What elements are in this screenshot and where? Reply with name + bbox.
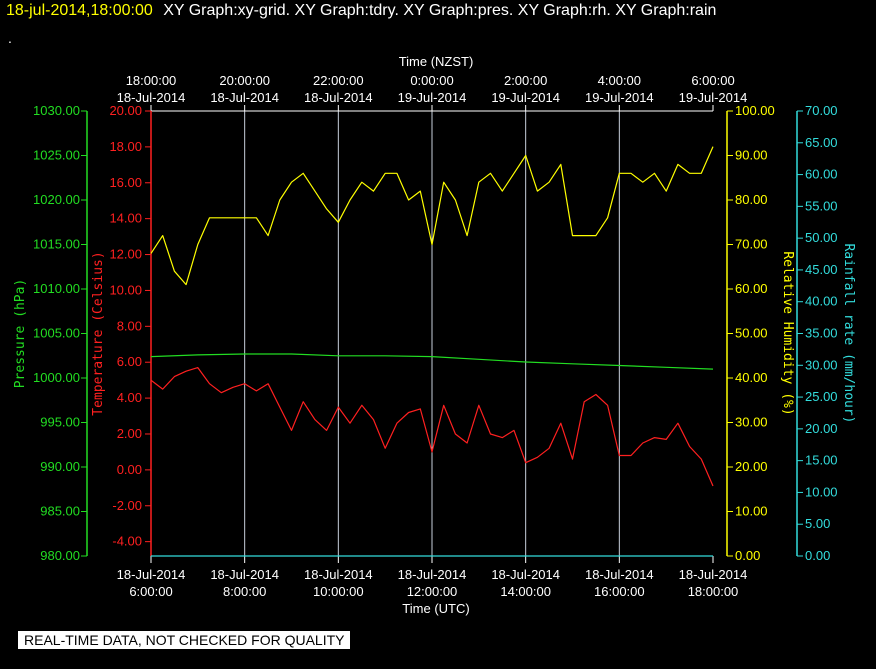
pressure-axis-tick-label: 1000.00 <box>33 370 80 385</box>
humidity-axis-tick-label: 0.00 <box>735 548 760 563</box>
rain-axis-tick-label: 30.00 <box>805 357 838 372</box>
bottom-axis-tick-date: 18-Jul-2014 <box>398 567 467 582</box>
temperature-axis-tick-label: 0.00 <box>117 462 142 477</box>
rain-axis-tick-label: 55.00 <box>805 198 838 213</box>
bottom-axis-label: Time (UTC) <box>402 601 469 616</box>
bottom-axis-tick-time: 18:00:00 <box>688 584 739 599</box>
pressure-axis-tick-label: 1020.00 <box>33 192 80 207</box>
pressure-axis-title: Pressure (hPa) <box>13 279 28 389</box>
pressure-axis-tick-label: 1030.00 <box>33 103 80 118</box>
temperature-axis-tick-label: 2.00 <box>117 426 142 441</box>
humidity-axis-tick-label: 90.00 <box>735 148 768 163</box>
bottom-axis-tick-date: 18-Jul-2014 <box>491 567 560 582</box>
series-temperature-line <box>150 367 714 487</box>
bottom-axis-tick-time: 6:00:00 <box>129 584 172 599</box>
top-axis-tick-time: 4:00:00 <box>598 73 641 88</box>
humidity-axis-tick-label: 70.00 <box>735 237 768 252</box>
temperature-axis-tick-label: 8.00 <box>117 318 142 333</box>
pressure-axis-tick-label: 990.00 <box>40 459 80 474</box>
bottom-axis-tick-date: 18-Jul-2014 <box>585 567 654 582</box>
rain-axis-tick-label: 0.00 <box>805 548 830 563</box>
temperature-axis-tick-label: 4.00 <box>117 390 142 405</box>
humidity-axis-tick-label: 10.00 <box>735 504 768 519</box>
rain-axis-tick-label: 50.00 <box>805 230 838 245</box>
temperature-axis-tick-label: 20.00 <box>109 103 142 118</box>
rain-axis-title: Rainfall rate (mm/hour) <box>841 243 856 423</box>
rain-axis-tick-label: 65.00 <box>805 135 838 150</box>
rain-axis-tick-label: 10.00 <box>805 484 838 499</box>
humidity-axis-tick-label: 60.00 <box>735 281 768 296</box>
rain-axis-tick-label: 5.00 <box>805 516 830 531</box>
top-axis-tick-date: 18-Jul-2014 <box>117 90 186 105</box>
humidity-axis-tick-label: 40.00 <box>735 370 768 385</box>
rain-axis-tick-label: 40.00 <box>805 294 838 309</box>
humidity-axis-tick-label: 50.00 <box>735 326 768 341</box>
pressure-axis-tick-label: 1010.00 <box>33 281 80 296</box>
temperature-axis-tick-label: -4.00 <box>112 534 142 549</box>
pressure-axis-tick-label: 1005.00 <box>33 326 80 341</box>
temperature-axis-tick-label: 6.00 <box>117 354 142 369</box>
humidity-axis-tick-label: 100.00 <box>735 103 775 118</box>
temperature-axis-tick-label: 12.00 <box>109 247 142 262</box>
rain-axis-tick-label: 60.00 <box>805 167 838 182</box>
top-axis-tick-time: 22:00:00 <box>313 73 364 88</box>
rain-axis-tick-label: 20.00 <box>805 421 838 436</box>
humidity-axis-tick-label: 20.00 <box>735 459 768 474</box>
top-axis-tick-date: 18-Jul-2014 <box>210 90 279 105</box>
rain-axis-tick-label: 15.00 <box>805 453 838 468</box>
temperature-axis-tick-label: -2.00 <box>112 498 142 513</box>
header-date-time: 18-jul-2014,18:00:00 <box>6 2 153 19</box>
bottom-axis-tick-time: 8:00:00 <box>223 584 266 599</box>
temperature-axis-tick-label: 16.00 <box>109 175 142 190</box>
top-axis-tick-date: 19-Jul-2014 <box>491 90 560 105</box>
bottom-axis-tick-time: 14:00:00 <box>500 584 551 599</box>
top-axis-tick-time: 20:00:00 <box>219 73 270 88</box>
bottom-axis-tick-date: 18-Jul-2014 <box>210 567 279 582</box>
pressure-axis-tick-label: 985.00 <box>40 504 80 519</box>
temperature-axis-tick-label: 18.00 <box>109 139 142 154</box>
humidity-axis-tick-label: 80.00 <box>735 192 768 207</box>
series-humidity-line <box>150 146 714 286</box>
top-axis-tick-time: 18:00:00 <box>126 73 177 88</box>
rain-axis-tick-label: 45.00 <box>805 262 838 277</box>
top-axis-label: Time (NZST) <box>399 54 474 69</box>
top-axis-tick-time: 2:00:00 <box>504 73 547 88</box>
rain-axis-tick-label: 35.00 <box>805 326 838 341</box>
chart-header: 18-jul-2014,18:00:00 XY Graph:xy-grid. X… <box>6 2 716 20</box>
humidity-axis-tick-label: 30.00 <box>735 415 768 430</box>
bottom-axis-tick-time: 10:00:00 <box>313 584 364 599</box>
pressure-axis-tick-label: 995.00 <box>40 415 80 430</box>
top-axis-tick-date: 18-Jul-2014 <box>304 90 373 105</box>
header-graph-list: XY Graph:xy-grid. XY Graph:tdry. XY Grap… <box>163 2 717 19</box>
rain-axis-tick-label: 70.00 <box>805 103 838 118</box>
bottom-axis-tick-date: 18-Jul-2014 <box>117 567 186 582</box>
top-axis-tick-time: 6:00:00 <box>691 73 734 88</box>
humidity-axis-title: Relative Humidity (%) <box>780 251 795 415</box>
series-pressure-line <box>150 353 714 370</box>
quality-notice: REAL-TIME DATA, NOT CHECKED FOR QUALITY <box>18 631 351 649</box>
pressure-axis-tick-label: 1025.00 <box>33 148 80 163</box>
bottom-axis-tick-time: 12:00:00 <box>407 584 458 599</box>
temperature-axis-tick-label: 10.00 <box>109 282 142 297</box>
bottom-axis-tick-date: 18-Jul-2014 <box>679 567 748 582</box>
bottom-axis-tick-date: 18-Jul-2014 <box>304 567 373 582</box>
temperature-axis-title: Temperature (Celsius) <box>91 251 106 415</box>
bottom-axis-tick-time: 16:00:00 <box>594 584 645 599</box>
pressure-axis-tick-label: 980.00 <box>40 548 80 563</box>
top-axis-tick-date: 19-Jul-2014 <box>679 90 748 105</box>
temperature-axis-tick-label: 14.00 <box>109 211 142 226</box>
header-dot: . <box>8 30 12 46</box>
top-axis-tick-date: 19-Jul-2014 <box>398 90 467 105</box>
rain-axis-tick-label: 25.00 <box>805 389 838 404</box>
top-axis-tick-date: 19-Jul-2014 <box>585 90 654 105</box>
pressure-axis-tick-label: 1015.00 <box>33 237 80 252</box>
top-axis-tick-time: 0:00:00 <box>410 73 453 88</box>
